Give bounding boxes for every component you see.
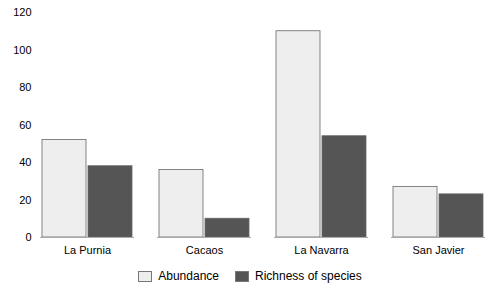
svg-text:40: 40 [19,156,31,168]
svg-text:Cacaos: Cacaos [186,244,224,256]
svg-text:San Javier: San Javier [413,244,465,256]
html-text:Abundance: Abundance [158,269,219,283]
svg-text:La Purnia: La Purnia [64,244,112,256]
html-text:Richness of species: Richness of species [255,269,362,283]
svg-text:80: 80 [19,81,31,93]
svg-text:120: 120 [13,6,31,18]
svg-text:100: 100 [13,44,31,56]
svg-text:La Navarra: La Navarra [294,244,349,256]
svg-text:0: 0 [25,231,31,243]
svg-text:60: 60 [19,119,31,131]
svg-text:20: 20 [19,194,31,206]
